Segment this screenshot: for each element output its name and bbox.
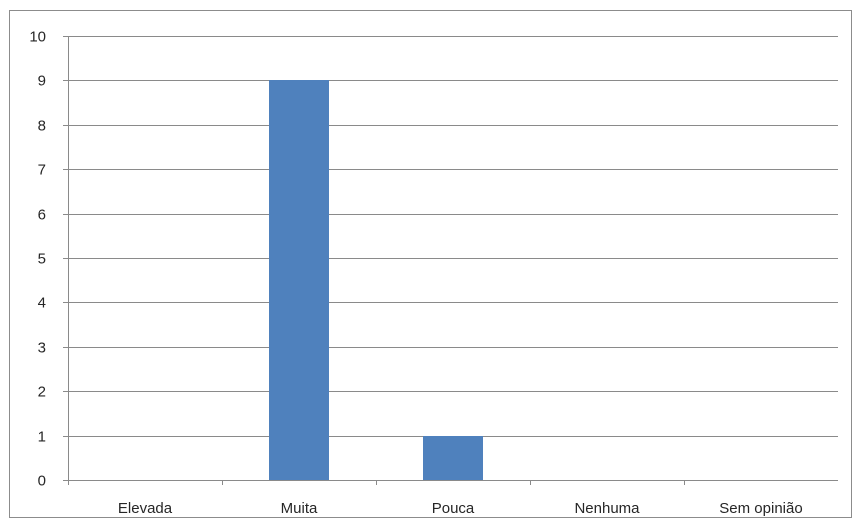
y-tick-label: 5 (38, 251, 46, 268)
bar-1 (269, 80, 329, 480)
y-tick-label: 7 (38, 162, 46, 179)
x-category-label: Muita (281, 500, 318, 517)
chart-frame (9, 10, 852, 518)
bar-2 (423, 436, 483, 480)
y-tick-label: 2 (38, 384, 46, 401)
y-tick-label: 1 (38, 429, 46, 446)
y-tick-label: 6 (38, 207, 46, 224)
bars (269, 80, 483, 480)
y-tick-label: 10 (29, 29, 46, 46)
x-category-label: Elevada (118, 500, 173, 517)
y-tick-label: 0 (38, 473, 46, 490)
x-category-labels: Elevada Muita Pouca Nenhuma Sem opinião (118, 500, 803, 517)
axes (63, 36, 838, 485)
x-category-label: Nenhuma (574, 500, 640, 517)
y-tick-label: 3 (38, 340, 46, 357)
y-tick-label: 4 (38, 295, 46, 312)
y-tick-labels: 0 1 2 3 4 5 6 7 8 9 10 (29, 29, 46, 490)
x-category-label: Sem opinião (719, 500, 802, 517)
y-tick-label: 8 (38, 118, 46, 135)
y-tick-label: 9 (38, 73, 46, 90)
x-category-label: Pouca (432, 500, 475, 517)
gridlines (68, 36, 838, 437)
